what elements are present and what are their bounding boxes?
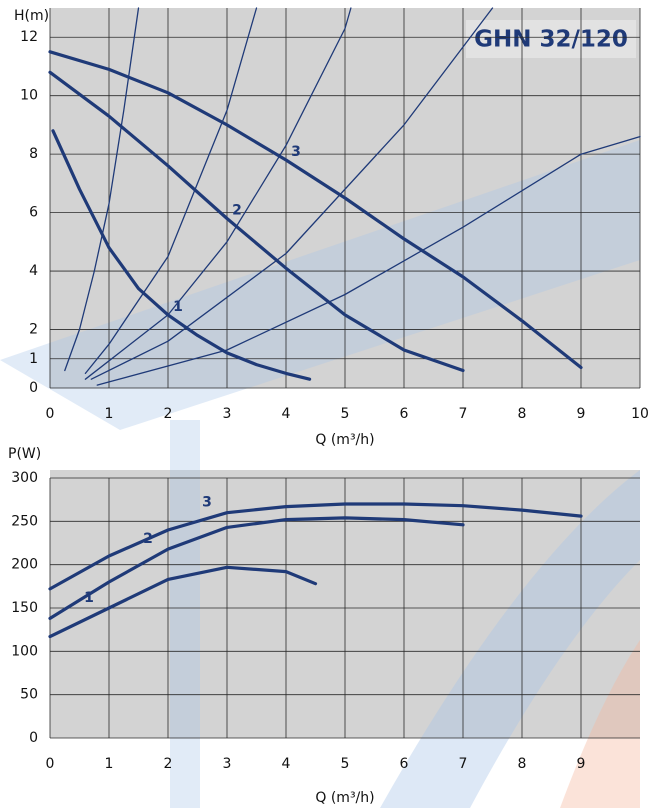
y-tick-label: 0	[29, 380, 38, 396]
chart-title: GHN 32/120	[474, 27, 628, 53]
x-tick-label: 4	[282, 406, 291, 422]
x-tick-label: 7	[459, 756, 468, 772]
series-line	[48, 70, 465, 373]
series-line	[64, 7, 140, 372]
series-line	[96, 135, 641, 386]
y-tick-label: 150	[11, 600, 38, 616]
y-tick-label: 50	[20, 687, 38, 703]
y-tick-label: 2	[29, 322, 38, 338]
x-tick-label: 1	[105, 406, 114, 422]
y-tick-label: 10	[20, 88, 38, 104]
series-line	[48, 516, 465, 620]
x-tick-label: 0	[46, 406, 55, 422]
x-tick-label: 1	[105, 756, 114, 772]
series-label: 2	[232, 202, 242, 218]
title-box	[466, 20, 636, 58]
x-tick-label: 2	[164, 756, 173, 772]
x-tick-label: 0	[46, 756, 55, 772]
series-line	[48, 565, 318, 639]
series-line	[48, 50, 583, 370]
x-tick-label: 2	[164, 406, 173, 422]
y-tick-label: 4	[29, 263, 38, 279]
x-tick-label: 8	[518, 756, 527, 772]
x-tick-label: 5	[341, 756, 350, 772]
series-line	[90, 7, 494, 380]
y-tick-label: 1	[29, 351, 38, 367]
x-tick-label: 4	[282, 756, 291, 772]
y-tick-label: 0	[29, 730, 38, 746]
y-tick-label: 12	[20, 29, 38, 45]
watermark	[380, 470, 640, 808]
watermark	[170, 420, 200, 808]
series-label: 1	[173, 299, 183, 315]
series-line	[48, 502, 583, 591]
y-axis-label: P(W)	[8, 446, 41, 462]
x-tick-label: 7	[459, 406, 468, 422]
x-tick-label: 9	[577, 406, 586, 422]
x-axis-label: Q (m³/h)	[315, 790, 374, 806]
x-tick-label: 8	[518, 406, 527, 422]
x-tick-label: 10	[631, 406, 649, 422]
x-tick-label: 3	[223, 756, 232, 772]
x-tick-label: 3	[223, 406, 232, 422]
x-tick-label: 5	[341, 406, 350, 422]
x-axis-label: Q (m³/h)	[315, 432, 374, 448]
y-tick-label: 300	[11, 470, 38, 486]
series-label: 3	[291, 144, 301, 160]
y-tick-label: 250	[11, 513, 38, 529]
y-tick-label: 100	[11, 643, 38, 659]
series-line	[84, 7, 352, 380]
series-label: 3	[202, 495, 212, 511]
y-tick-label: 6	[29, 205, 38, 221]
x-tick-label: 6	[400, 756, 409, 772]
x-tick-label: 9	[577, 756, 586, 772]
series-line	[51, 129, 312, 381]
series-label: 1	[84, 590, 94, 606]
y-axis-label: H(m)	[14, 8, 49, 24]
x-tick-label: 6	[400, 406, 409, 422]
y-tick-label: 8	[29, 146, 38, 162]
watermark	[560, 640, 640, 808]
series-line	[84, 7, 258, 375]
y-tick-label: 200	[11, 557, 38, 573]
